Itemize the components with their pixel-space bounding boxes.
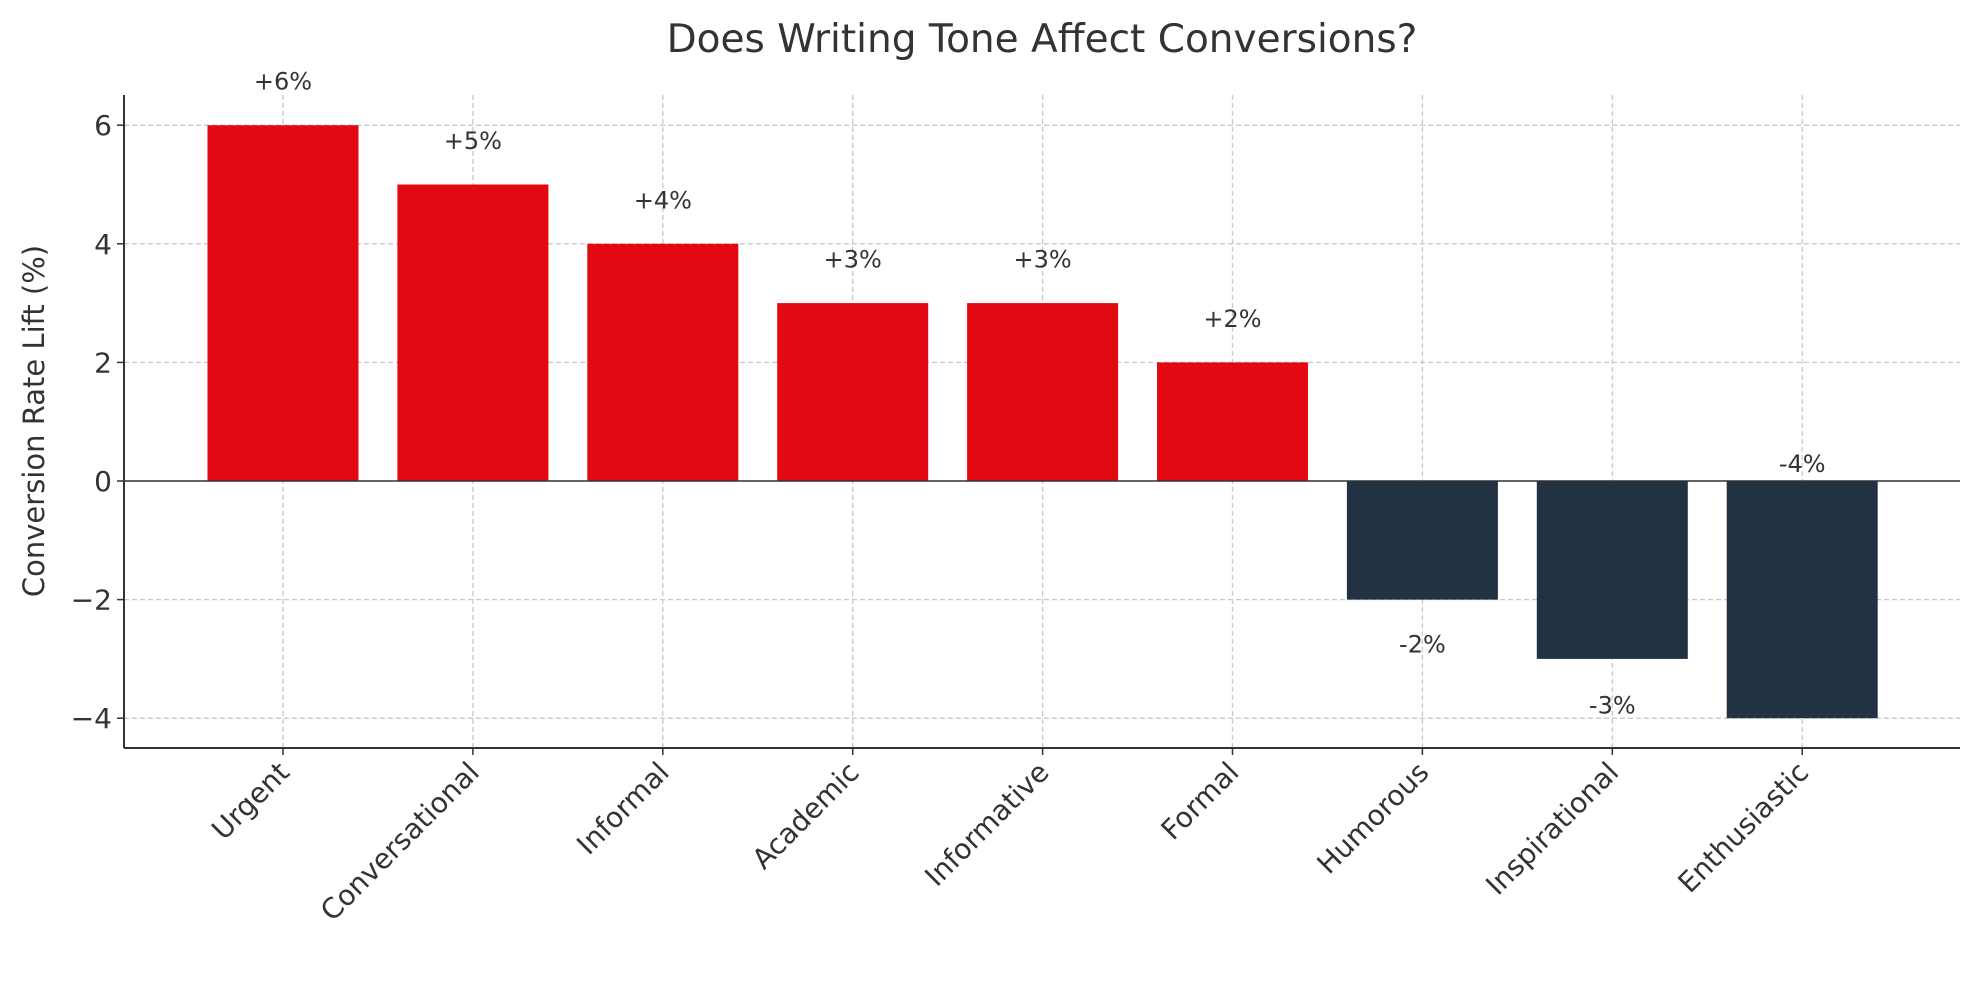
x-tick-label: Formal — [1155, 756, 1246, 847]
y-tick-label: 4 — [94, 228, 112, 261]
data-label: -4% — [1779, 450, 1826, 478]
data-label: -3% — [1589, 692, 1636, 720]
bar-formal — [1157, 362, 1308, 481]
x-tick-label: Conversational — [314, 756, 486, 928]
y-tick-label: 2 — [94, 346, 112, 379]
bar-inspirational — [1536, 481, 1688, 659]
data-label: +3% — [824, 246, 882, 274]
data-labels: +6% +5% +4% +3% +3% +2% -2% -3% -4% — [254, 68, 1826, 720]
bar-humorous — [1346, 481, 1498, 600]
x-tick-label: Informative — [918, 756, 1055, 893]
x-tick-label: Academic — [746, 756, 866, 876]
data-label: +4% — [634, 186, 692, 214]
y-tick-label: 6 — [94, 109, 112, 142]
bar-academic — [777, 303, 929, 481]
bar-urgent — [207, 125, 359, 481]
y-tick-label: −2 — [71, 584, 112, 617]
x-tick-label: Inspirational — [1479, 756, 1625, 902]
x-tick-label: Enthusiastic — [1671, 756, 1815, 900]
bar-conversational — [397, 184, 549, 481]
data-label: -2% — [1399, 630, 1446, 658]
y-axis-label: Conversion Rate Lift (%) — [17, 245, 51, 597]
bar-enthusiastic — [1726, 481, 1878, 719]
x-tick-label: Urgent — [205, 756, 296, 847]
data-label: +3% — [1014, 246, 1072, 274]
x-tick-label: Informal — [570, 756, 676, 862]
x-tick-label: Humorous — [1310, 756, 1435, 881]
data-label: +2% — [1203, 305, 1261, 333]
bar-informal — [587, 243, 739, 481]
y-tick-label: −4 — [71, 702, 112, 735]
bars — [207, 125, 1878, 719]
chart-title: Does Writing Tone Affect Conversions? — [667, 17, 1418, 62]
data-label: +5% — [444, 127, 502, 155]
data-label: +6% — [254, 68, 312, 96]
y-tick-label: 0 — [94, 465, 112, 498]
bar-informative — [967, 303, 1119, 481]
